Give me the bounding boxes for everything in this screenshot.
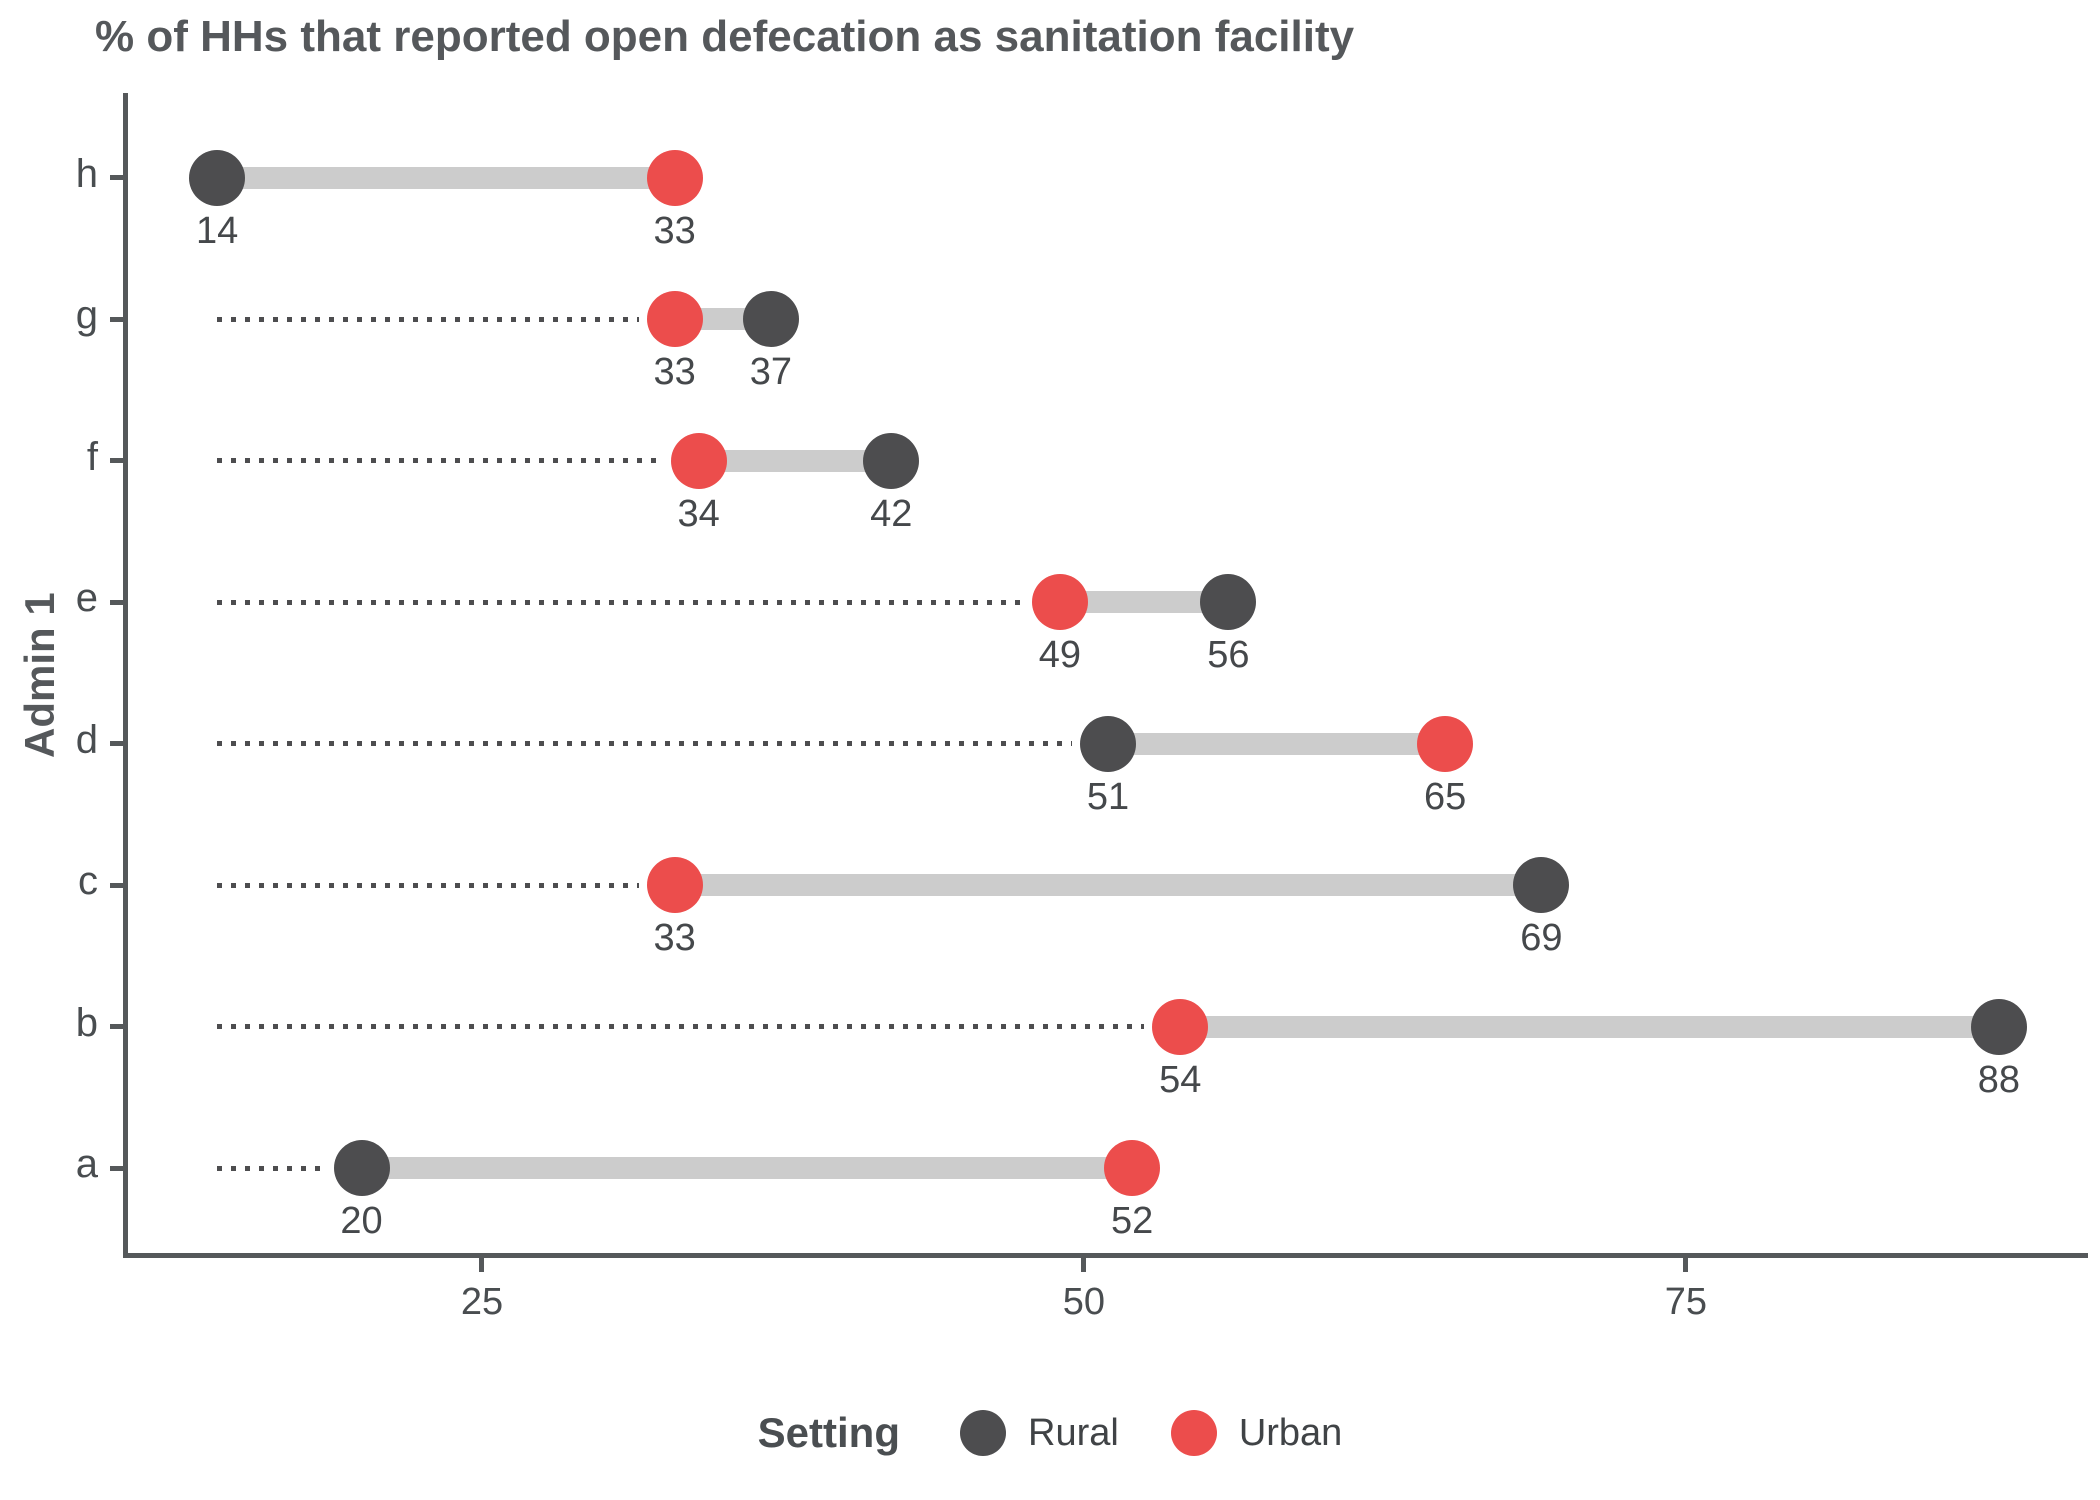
data-point-rural-c [1513, 857, 1570, 914]
leader-line [217, 1024, 1145, 1030]
y-category-label: e [75, 576, 98, 621]
data-point-label: 51 [1086, 775, 1130, 818]
y-axis-tick [110, 599, 123, 605]
y-category-label: g [75, 293, 98, 338]
x-tick-label: 75 [1664, 1281, 1708, 1323]
legend-label-rural: Rural [1028, 1411, 1119, 1454]
y-axis-tick [110, 741, 123, 747]
plot-area: 14 33 h 37 33 g 42 34 f 56 49 e 51 65 d 69 33 c 88 54 b 20 52 a… [76, 93, 2088, 1323]
x-axis-tick [1683, 1258, 1689, 1272]
data-point-rural-f [863, 432, 920, 489]
data-point-urban-g [646, 291, 703, 348]
connector-line [674, 874, 1542, 897]
connector-line [217, 166, 675, 189]
data-point-label: 65 [1423, 775, 1467, 818]
y-category-label: d [75, 717, 98, 762]
data-point-label: 69 [1520, 917, 1563, 960]
y-axis-tick [110, 175, 123, 181]
data-point-label: 20 [340, 1200, 383, 1243]
leader-line [217, 1165, 326, 1171]
data-point-label: 56 [1207, 634, 1250, 677]
legend-item-urban: Urban [1170, 1410, 1343, 1456]
y-axis-title: Admin 1 [16, 592, 63, 758]
data-point-urban-f [670, 432, 727, 489]
connector-line [1059, 591, 1229, 614]
legend-item-rural: Rural [960, 1410, 1119, 1456]
data-point-label: 52 [1110, 1200, 1154, 1243]
leader-line [217, 882, 639, 888]
data-point-label: 49 [1038, 634, 1081, 677]
connector-line [698, 449, 892, 472]
y-category-label: b [75, 1000, 98, 1045]
data-point-label: 14 [195, 209, 239, 252]
x-axis-tick [479, 1258, 485, 1272]
data-point-urban-a [1104, 1140, 1161, 1197]
data-point-label: 54 [1159, 1058, 1202, 1101]
leader-line [217, 741, 1072, 747]
data-point-label: 42 [870, 492, 913, 535]
data-point-label: 33 [653, 917, 696, 960]
connector-line [1180, 1015, 1999, 1038]
leader-line [217, 599, 1024, 605]
data-point-rural-h [189, 149, 246, 206]
data-point-label: 33 [653, 209, 696, 252]
data-point-urban-b [1152, 998, 1209, 1055]
y-axis-tick [110, 458, 123, 464]
data-point-urban-d [1417, 715, 1474, 772]
data-point-label: 33 [653, 351, 696, 394]
y-category-label: f [86, 434, 98, 479]
data-point-urban-c [646, 857, 703, 914]
legend-title: Setting [757, 1409, 900, 1456]
data-point-urban-h [646, 149, 703, 206]
x-tick-label: 50 [1062, 1281, 1106, 1323]
chart-title: % of HHs that reported open defecation a… [95, 12, 1355, 61]
data-point-label: 34 [677, 492, 720, 535]
y-axis-tick [110, 882, 123, 888]
data-point-rural-g [742, 291, 799, 348]
data-point-rural-b [1970, 998, 2027, 1055]
x-tick-label: 25 [460, 1281, 504, 1323]
data-point-rural-d [1080, 715, 1136, 772]
data-point-urban-e [1031, 574, 1088, 631]
data-point-label: 88 [1977, 1058, 2021, 1101]
leader-line [217, 316, 639, 322]
x-axis-tick [1081, 1258, 1087, 1272]
y-axis-tick [110, 1165, 123, 1171]
connector-line [1108, 732, 1446, 755]
y-category-label: c [78, 859, 98, 904]
y-category-label: h [75, 151, 98, 196]
rural-swatch-icon [960, 1410, 1006, 1456]
legend: Setting Rural Urban [0, 1388, 2100, 1478]
y-category-label: a [75, 1142, 98, 1187]
connector-line [361, 1157, 1133, 1180]
legend-label-urban: Urban [1238, 1411, 1343, 1454]
data-point-rural-a [333, 1140, 390, 1197]
data-point-rural-e [1200, 574, 1257, 631]
y-axis-tick [110, 316, 123, 322]
leader-line [217, 458, 663, 464]
urban-swatch-icon [1170, 1410, 1217, 1456]
y-axis-tick [110, 1024, 123, 1030]
data-point-label: 37 [749, 351, 793, 394]
